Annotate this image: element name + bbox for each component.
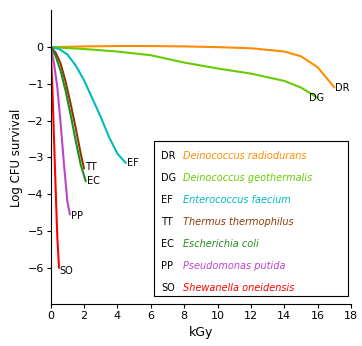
Text: Shewanella oneidensis: Shewanella oneidensis bbox=[183, 283, 294, 293]
Text: Enterococcus faecium: Enterococcus faecium bbox=[183, 195, 291, 205]
Text: Pseudomonas putida: Pseudomonas putida bbox=[183, 261, 285, 271]
Text: PP: PP bbox=[71, 211, 83, 221]
X-axis label: kGy: kGy bbox=[189, 326, 213, 339]
Text: DR: DR bbox=[335, 83, 350, 93]
Text: EC: EC bbox=[161, 239, 174, 249]
Text: EC: EC bbox=[87, 176, 100, 186]
Bar bbox=[154, 141, 348, 295]
Text: DR: DR bbox=[161, 151, 176, 161]
Text: SO: SO bbox=[161, 283, 175, 293]
Text: DG: DG bbox=[161, 173, 176, 183]
Text: Deinococcus geothermalis: Deinococcus geothermalis bbox=[183, 173, 312, 183]
Text: EF: EF bbox=[161, 195, 173, 205]
Text: TT: TT bbox=[85, 162, 97, 172]
Text: TT: TT bbox=[161, 217, 173, 227]
Y-axis label: Log CFU survival: Log CFU survival bbox=[10, 108, 23, 207]
Text: EF: EF bbox=[127, 158, 139, 168]
Text: PP: PP bbox=[161, 261, 173, 271]
Text: Thermus thermophilus: Thermus thermophilus bbox=[183, 217, 294, 227]
Text: DG: DG bbox=[310, 93, 325, 103]
Text: SO: SO bbox=[60, 266, 73, 276]
Text: Escherichia coli: Escherichia coli bbox=[183, 239, 258, 249]
Text: Deinococcus radiodurans: Deinococcus radiodurans bbox=[183, 151, 306, 161]
